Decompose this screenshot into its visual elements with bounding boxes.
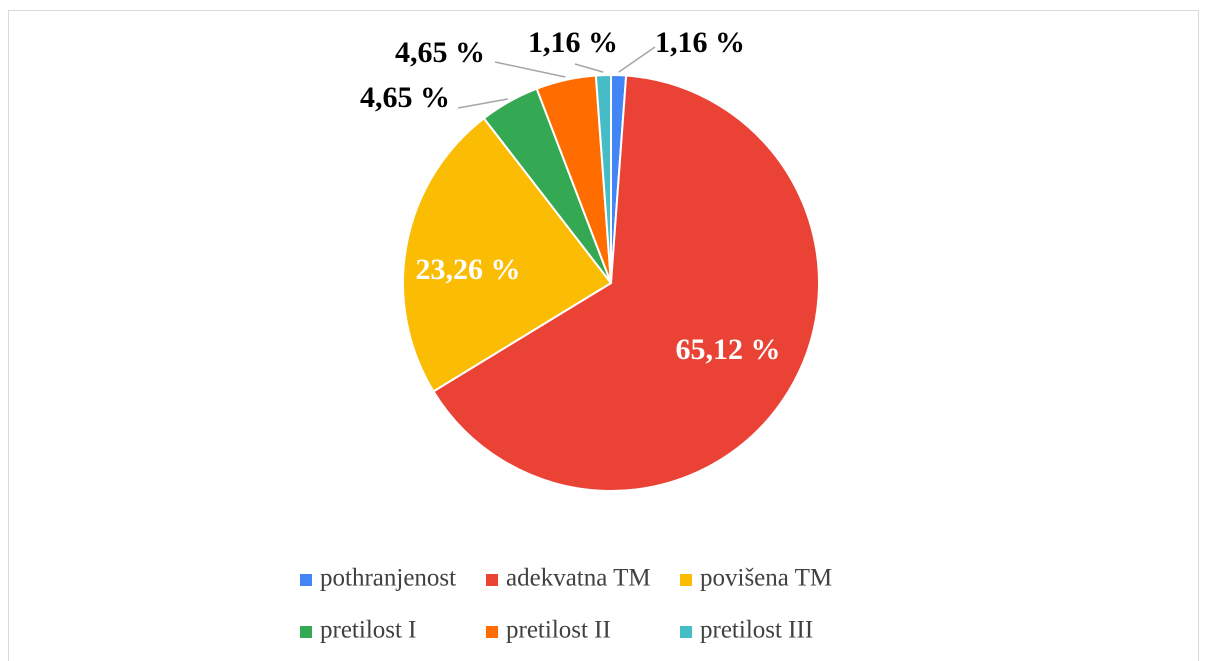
legend-label: adekvatna TM [506, 565, 651, 592]
legend-marker [300, 574, 312, 586]
legend-marker [486, 574, 498, 586]
data-label: 1,16 % [528, 26, 618, 59]
legend-label: pretilost III [700, 617, 813, 644]
legend-marker [680, 626, 692, 638]
pie-slice [402, 116, 613, 393]
legend-marker [300, 626, 312, 638]
data-label: 1,16 % [655, 26, 745, 59]
pie-slice [594, 73, 612, 284]
leader-line [457, 98, 508, 109]
data-label: 4,65 % [360, 81, 450, 114]
legend-label: povišena TM [700, 565, 832, 592]
leader-line [494, 61, 566, 78]
leader-line [618, 46, 656, 73]
data-label: 23,26 % [416, 253, 521, 286]
legend-marker [680, 574, 692, 586]
leader-line [574, 63, 604, 73]
pie-slice [432, 74, 820, 492]
data-label: 4,65 % [395, 36, 485, 69]
data-label: 65,12 % [676, 333, 781, 366]
legend-label: pretilost I [320, 617, 417, 644]
legend-marker [486, 626, 498, 638]
legend-label: pothranjenost [320, 565, 456, 592]
legend-label: pretilost II [506, 617, 611, 644]
